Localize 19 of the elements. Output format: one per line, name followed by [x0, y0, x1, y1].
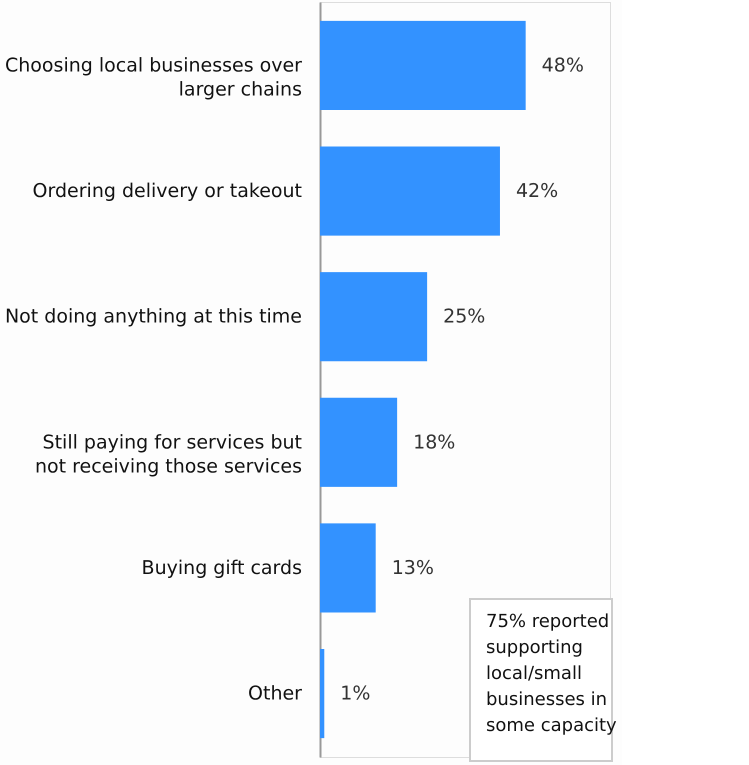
bar [320, 20, 526, 110]
y-tick-label: Buying gift cards [142, 556, 302, 579]
bar [320, 398, 398, 487]
bar [320, 146, 500, 236]
bar [320, 523, 376, 613]
bar [320, 272, 428, 362]
data-label: 48% [542, 54, 584, 76]
y-tick-label: Other [248, 682, 302, 705]
y-tick-label: Still paying for services but not receiving those services [34, 431, 302, 478]
data-label: 42% [516, 180, 558, 202]
annotation: 75% reported supporting local/small businesses in some capacity [486, 611, 618, 736]
data-label: 1% [340, 682, 370, 705]
y-tick-label: Not doing anything at this time [4, 306, 302, 328]
data-label: 25% [443, 306, 486, 328]
y-tick-label: Ordering delivery or takeout [32, 180, 302, 202]
data-label: 18% [413, 431, 456, 454]
y-tick-label: Choosing local businesses over larger chains [5, 54, 302, 100]
bar [320, 648, 324, 738]
data-label: 13% [392, 556, 434, 579]
